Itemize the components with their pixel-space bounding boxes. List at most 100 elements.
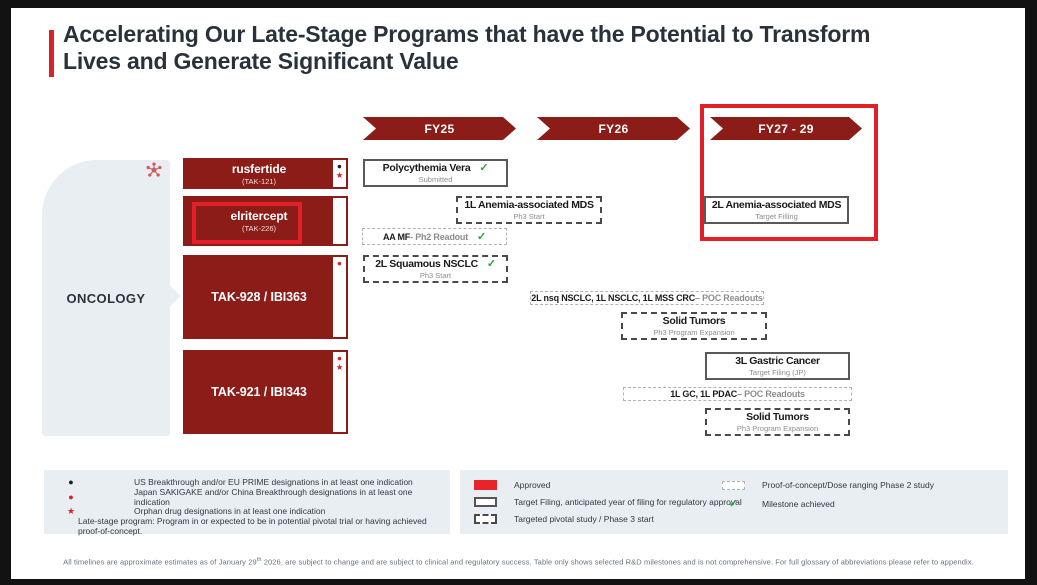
milestone-status: Ph3 Program Expansion bbox=[736, 424, 819, 433]
us-eu-designation-dot: ● bbox=[336, 161, 343, 171]
milestone-status: – POC Readouts bbox=[695, 293, 763, 303]
legend-text: Targeted pivotal study / Phase 3 start bbox=[514, 514, 654, 524]
legend-item-us-eu: ● US Breakthrough and/or EU PRIME design… bbox=[44, 475, 450, 490]
legend-text: Japan SAKIGAKE and/or China Breakthrough… bbox=[134, 486, 413, 507]
footer-text: All timelines are approximate estimates … bbox=[63, 557, 257, 567]
approved-swatch bbox=[474, 480, 497, 490]
milestone-status: – POC Readouts bbox=[737, 389, 805, 399]
program-name: rusfertide bbox=[231, 161, 287, 176]
milestone-status: Submitted bbox=[418, 175, 453, 184]
program-tak928-main: TAK-928 / IBI363 bbox=[185, 257, 333, 337]
milestone-2l-anemia-mds: 2L Anemia-associated MDS Target Filling bbox=[704, 196, 849, 224]
black-dot-icon: ● bbox=[68, 477, 74, 488]
legend-text: Orphan drug designations in at least one… bbox=[134, 506, 326, 517]
designation-strip bbox=[333, 198, 346, 244]
timeline-header-fy27-29: FY27 - 29 bbox=[710, 117, 862, 140]
milestone-status: - Ph2 Readout bbox=[410, 231, 469, 242]
check-icon: ✓ bbox=[479, 162, 489, 174]
milestone-polycythemia-vera: Polycythemia Vera ✓ Submitted bbox=[363, 159, 508, 187]
designation-strip: ● bbox=[333, 257, 346, 337]
milestone-poc-readouts-ibi363: 2L nsq NSCLC, 1L NSCLC, 1L MSS CRC – POC… bbox=[530, 291, 764, 305]
milestone-title: 3L Gastric Cancer bbox=[735, 355, 820, 367]
program-rusfertide: rusfertide (TAK-121) ● ★ bbox=[183, 158, 348, 189]
milestone-title: Solid Tumors bbox=[662, 315, 726, 327]
milestone-title: Polycythemia Vera bbox=[382, 162, 471, 174]
highlight-rect-elritercept bbox=[192, 202, 302, 244]
program-elritercept-main: elritercept (TAK-226) bbox=[185, 198, 333, 244]
highlight-rect-fy27-29 bbox=[700, 104, 878, 241]
red-dot-icon: ● bbox=[68, 491, 74, 502]
legend-text: Milestone achieved bbox=[762, 498, 835, 509]
milestone-poc-readouts-ibi343: 1L GC, 1L PDAC – POC Readouts bbox=[623, 387, 852, 401]
milestone-title: 1L Anemia-associated MDS bbox=[464, 199, 594, 211]
program-tak921-main: TAK-921 / IBI343 bbox=[185, 352, 333, 432]
legend-item-poc: Proof-of-concept/Dose ranging Phase 2 st… bbox=[722, 480, 934, 490]
check-icon: ✓ bbox=[728, 498, 739, 510]
footer-text: 2026, are subject to change and are subj… bbox=[261, 557, 974, 567]
milestone-title: Solid Tumors bbox=[746, 411, 809, 423]
target-filing-swatch bbox=[474, 497, 497, 507]
poc-swatch bbox=[722, 480, 745, 490]
footer-disclaimer: All timelines are approximate estimates … bbox=[0, 557, 1037, 567]
milestone-title-row: 2L Squamous NSCLC ✓ bbox=[375, 258, 496, 270]
red-star-icon: ★ bbox=[66, 506, 76, 517]
legend-text: US Breakthrough and/or EU PRIME designat… bbox=[134, 477, 413, 488]
program-rusfertide-main: rusfertide (TAK-121) bbox=[185, 160, 333, 187]
legend-text: Approved bbox=[514, 480, 551, 490]
legend-item-milestone-achieved: ✓ Milestone achieved bbox=[722, 497, 835, 510]
milestone-solid-tumors-ibi363: Solid Tumors Ph3 Program Expansion bbox=[621, 312, 767, 340]
legend-text: Target Filing, anticipated year of filin… bbox=[514, 497, 742, 507]
japan-china-designation-dot: ● bbox=[336, 353, 343, 363]
title-accent-bar bbox=[49, 30, 54, 77]
oncology-category-shape: ONCOLOGY bbox=[42, 160, 170, 436]
japan-china-designation-dot: ● bbox=[336, 258, 343, 268]
fy25-label: FY25 bbox=[424, 121, 455, 136]
milestone-2l-squamous-nsclc: 2L Squamous NSCLC ✓ Ph3 Start bbox=[363, 255, 508, 283]
designation-strip: ● ★ bbox=[333, 352, 346, 432]
milestone-status: Ph3 Start bbox=[419, 271, 452, 280]
oncology-pointer bbox=[170, 286, 181, 306]
legend-item-orphan: ★ Orphan drug designations in at least o… bbox=[44, 504, 450, 519]
milestone-title: 2L nsq NSCLC, 1L NSCLC, 1L MSS CRC bbox=[531, 293, 695, 303]
legend-note-late-stage: Late-stage program: Program in or expect… bbox=[44, 515, 450, 536]
check-icon: ✓ bbox=[477, 230, 487, 243]
program-name: TAK-921 / IBI343 bbox=[211, 385, 307, 399]
legend-box-styles: Approved Target Filing, anticipated year… bbox=[460, 470, 1008, 534]
milestone-title: 2L Anemia-associated MDS bbox=[711, 199, 842, 211]
milestone-title: 1L GC, 1L PDAC bbox=[670, 389, 738, 399]
milestone-title: AA MF bbox=[382, 231, 411, 242]
milestone-status: Ph3 Start bbox=[513, 212, 545, 221]
legend-item-target-filing: Target Filing, anticipated year of filin… bbox=[474, 497, 742, 507]
timeline-header-fy26: FY26 bbox=[537, 117, 690, 140]
milestone-solid-tumors-ibi343: Solid Tumors Ph3 Program Expansion bbox=[705, 408, 850, 436]
program-tak921-ibi343: TAK-921 / IBI343 ● ★ bbox=[183, 350, 348, 434]
milestone-3l-gastric-cancer: 3L Gastric Cancer Target Filing (JP) bbox=[705, 352, 850, 380]
oncology-label: ONCOLOGY bbox=[66, 290, 146, 306]
milestone-1l-anemia-mds: 1L Anemia-associated MDS Ph3 Start bbox=[456, 196, 602, 224]
designation-strip: ● ★ bbox=[333, 160, 346, 187]
milestone-aa-mf: AA MF - Ph2 Readout ✓ bbox=[362, 228, 507, 245]
legend-designations: ● US Breakthrough and/or EU PRIME design… bbox=[44, 470, 450, 536]
program-name: TAK-928 / IBI363 bbox=[211, 290, 307, 304]
fy27-29-label: FY27 - 29 bbox=[758, 121, 814, 136]
check-icon: ✓ bbox=[486, 258, 496, 270]
legend-text: Proof-of-concept/Dose ranging Phase 2 st… bbox=[762, 480, 934, 490]
cancer-cell-icon bbox=[146, 162, 162, 177]
fy26-label: FY26 bbox=[598, 121, 629, 136]
program-code: (TAK-121) bbox=[241, 176, 277, 186]
milestone-status: Target Filing (JP) bbox=[749, 368, 806, 377]
program-name: elritercept bbox=[230, 209, 288, 223]
legend-item-approved: Approved bbox=[474, 480, 550, 490]
orphan-drug-star: ★ bbox=[335, 362, 344, 372]
program-tak928-ibi363: TAK-928 / IBI363 ● bbox=[183, 255, 348, 339]
page-title: Accelerating Our Late-Stage Programs tha… bbox=[63, 21, 871, 74]
milestone-status: Ph3 Program Expansion bbox=[653, 328, 735, 337]
legend-text: Late-stage program: Program in or expect… bbox=[78, 515, 427, 536]
program-code: (TAK-226) bbox=[241, 224, 277, 233]
milestone-title-row: Polycythemia Vera ✓ bbox=[383, 162, 489, 174]
orphan-drug-star: ★ bbox=[335, 170, 344, 180]
legend-item-pivotal: Targeted pivotal study / Phase 3 start bbox=[474, 514, 654, 524]
timeline-header-fy25: FY25 bbox=[363, 117, 516, 140]
milestone-title: 2L Squamous NSCLC bbox=[375, 258, 478, 270]
